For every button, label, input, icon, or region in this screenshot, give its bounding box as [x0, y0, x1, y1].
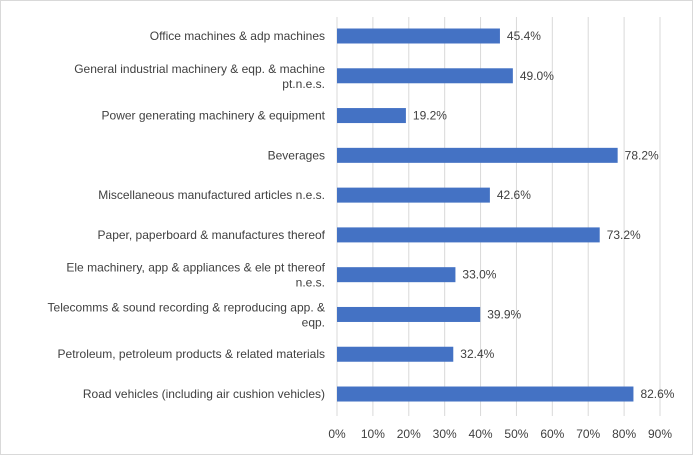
bar: [337, 386, 634, 402]
x-tick-label: 70%: [576, 427, 600, 441]
category-label: Power generating machinery & equipment: [102, 109, 326, 123]
category-label: Beverages: [268, 148, 325, 162]
x-tick-label: 30%: [433, 427, 457, 441]
data-label: 45.4%: [507, 29, 541, 43]
x-tick-label: 10%: [361, 427, 385, 441]
data-label: 32.4%: [460, 347, 494, 361]
category-label: Office machines & adp machines: [150, 29, 325, 43]
category-label: General industrial machinery & eqp. & ma…: [74, 62, 325, 91]
bar: [337, 346, 454, 362]
category-label: Road vehicles (including air cushion veh…: [83, 387, 325, 401]
bar: [337, 306, 481, 322]
data-label: 78.2%: [625, 148, 659, 162]
data-label: 19.2%: [413, 109, 447, 123]
x-tick-label: 20%: [397, 427, 421, 441]
x-tick-label: 40%: [469, 427, 493, 441]
bar: [337, 147, 618, 163]
category-label: Telecomms & sound recording & reproducin…: [48, 300, 325, 329]
x-tick-label: 50%: [504, 427, 528, 441]
x-tick-label: 60%: [540, 427, 564, 441]
data-label: 73.2%: [607, 228, 641, 242]
x-tick-label: 0%: [328, 427, 346, 441]
data-label: 82.6%: [640, 387, 674, 401]
x-tick-label: 80%: [612, 427, 636, 441]
category-label: Ele machinery, app & appliances & ele pt…: [66, 261, 325, 290]
category-label: Paper, paperboard & manufactures thereof: [98, 228, 326, 242]
data-label: 39.9%: [487, 307, 521, 321]
data-label: 33.0%: [462, 268, 496, 282]
category-label: Miscellaneous manufactured articles n.e.…: [98, 188, 325, 202]
x-tick-label: 90%: [648, 427, 672, 441]
data-label: 42.6%: [497, 188, 531, 202]
bar: [337, 108, 406, 124]
bar: [337, 227, 600, 243]
bar: [337, 28, 500, 44]
bar: [337, 187, 490, 203]
category-label: Petroleum, petroleum products & related …: [58, 347, 325, 361]
bar: [337, 267, 456, 283]
data-label: 49.0%: [520, 69, 554, 83]
bar: [337, 68, 513, 84]
